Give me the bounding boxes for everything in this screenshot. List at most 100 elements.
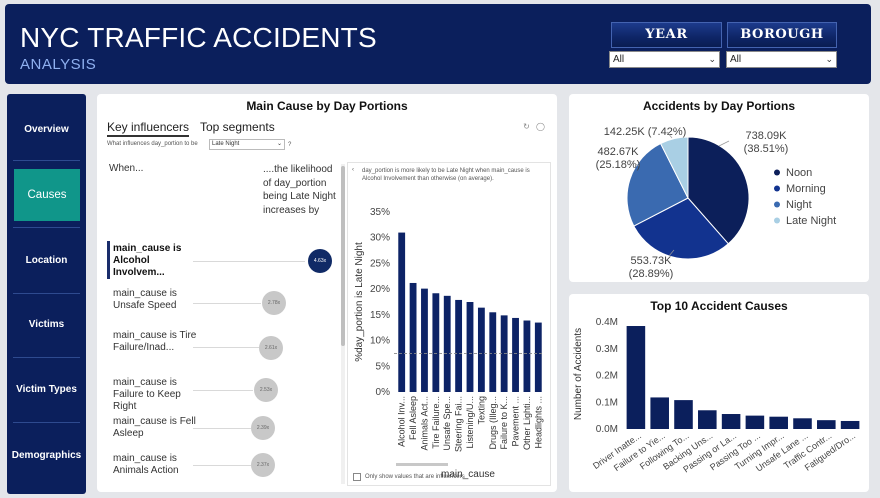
legend-label: Night [786, 199, 812, 211]
x-tick-label: Texting [476, 396, 486, 425]
day-portion-dropdown[interactable]: Late Night ⌄ [209, 139, 285, 150]
legend-marker [774, 185, 780, 192]
influencer-bubble-failure-keep-right[interactable]: 2.53x [254, 378, 278, 402]
y-tick-label: 10% [370, 336, 390, 347]
column-header-likelihood: ....the likelihood of day_portion being … [263, 164, 336, 216]
year-filter-value: All [613, 54, 625, 65]
detail-description: day_portion is more likely to be Late Ni… [362, 168, 530, 182]
pie-data-label: 142.25K (7.42%) [604, 126, 687, 138]
top-causes-card: Top 10 Accident Causes 0.4M 0.3M 0.2M 0.1M 0… [569, 294, 869, 492]
y-tick-label: 35% [370, 207, 390, 218]
influencer-bubble-tire-failure[interactable]: 2.61x [259, 336, 283, 360]
x-tick-label: Headlights ... [533, 396, 543, 449]
bar [466, 302, 474, 392]
influencer-item-tire-failure[interactable]: main_cause is Tire Failure/Inad... [113, 330, 197, 353]
influencers-only-checkbox[interactable] [353, 473, 361, 481]
x-tick-label: Drugs (Illeg... [488, 396, 498, 450]
year-filter-dropdown[interactable]: All ⌄ [609, 51, 720, 68]
y-tick-label: 0.2M [596, 371, 618, 382]
year-filter-label: YEAR [611, 22, 722, 48]
influencer-bubble-unsafe-speed[interactable]: 2.78x [262, 291, 286, 315]
pie-chart-title: Accidents by Day Portions [642, 99, 796, 113]
bar [650, 397, 669, 429]
day-portions-pie-chart: 738.09K(38.51%) 553.73K(28.89%) 482.67K(25… [596, 126, 836, 280]
y-tick-label: 25% [370, 258, 390, 269]
influencer-detail-panel: ‹ day_portion is more likely to be Late … [347, 162, 551, 486]
back-arrow-icon[interactable]: ‹ [352, 167, 354, 173]
x-tick-label: Alcohol Inv... [397, 396, 407, 447]
y-tick-label: 30% [370, 233, 390, 244]
pie-data-label: 482.67K [598, 146, 640, 158]
x-tick-label: Failure to K... [499, 396, 509, 450]
pie-data-label: 553.73K [631, 255, 673, 267]
feedback-icons[interactable]: ↻ ◯ [523, 122, 547, 131]
selected-indicator [107, 241, 110, 279]
bar [626, 326, 646, 429]
x-tick-label: Listening/U... [465, 396, 475, 449]
bar [432, 293, 440, 392]
y-axis-title: %day_portion is Late Night [354, 242, 365, 362]
x-tick-label: Other Lighti... [522, 396, 532, 450]
nav-divider [13, 422, 80, 423]
influencer-connector [193, 261, 305, 262]
pie-percent-label: (28.89%) [629, 268, 674, 280]
influencer-item-unsafe-speed[interactable]: main_cause is Unsafe Speed [113, 288, 177, 311]
influencer-scrollbar-thumb[interactable] [341, 166, 345, 346]
legend-marker [774, 169, 780, 176]
chevron-down-icon: ⌄ [276, 141, 282, 147]
bar [793, 418, 812, 429]
pie-leader-line [628, 159, 640, 167]
help-icon[interactable]: ? [288, 142, 292, 148]
y-tick-label: 5% [376, 361, 391, 372]
y-tick-label: 20% [370, 284, 390, 295]
nav-item-causes[interactable]: Causes [14, 169, 80, 221]
nav-item-demographics[interactable]: Demographics [11, 450, 82, 461]
nav-item-victim-types[interactable]: Victim Types [16, 384, 77, 395]
influencer-item-alcohol[interactable]: main_cause is Alcohol Involvem... [113, 243, 182, 278]
influencer-connector [193, 347, 259, 348]
x-tick-label: Fell Asleep [408, 396, 418, 440]
influencer-connector [193, 428, 251, 429]
tab-top-segments[interactable]: Top segments [200, 120, 275, 134]
borough-filter-dropdown[interactable]: All ⌄ [726, 51, 837, 68]
late-night-percentage-chart: 35% 30% 25% 20% 15% 10% 5% 0% Alcohol Inv... Fell… [354, 207, 544, 480]
influencer-item-failure-keep-right[interactable]: main_cause is Failure to Keep Right [113, 377, 181, 412]
pie-percent-label: (38.51%) [744, 143, 789, 155]
influencer-item-animals-action[interactable]: main_cause is Animals Action [113, 453, 179, 476]
nav-divider [13, 357, 80, 358]
influencer-bubble-fell-asleep[interactable]: 2.39x [251, 416, 275, 440]
bar [477, 307, 485, 392]
chevron-down-icon: ⌄ [825, 54, 833, 64]
borough-filter-label: BOROUGH [727, 22, 837, 48]
x-tick-label: Animals Act... [419, 396, 429, 451]
bar [698, 410, 717, 429]
borough-filter-value: All [730, 54, 742, 65]
legend-label: Morning [786, 183, 826, 195]
nav-item-location[interactable]: Location [25, 255, 68, 266]
y-tick-label: 0.0M [596, 424, 618, 435]
tab-key-influencers[interactable]: Key influencers [107, 120, 190, 137]
influencer-bubble-animals-action[interactable]: 2.37x [251, 453, 275, 477]
bar [443, 295, 451, 392]
y-tick-label: 0.3M [596, 344, 618, 355]
nav-item-overview[interactable]: Overview [24, 124, 69, 135]
pie-leader-line [668, 249, 675, 257]
bar [674, 400, 693, 429]
key-influencers-card: Main Cause by Day Portions Key influence… [97, 94, 557, 492]
pie-slice [687, 136, 750, 245]
bar [745, 415, 765, 429]
bar [455, 299, 463, 392]
nav-item-victims[interactable]: Victims [28, 319, 65, 330]
influencer-item-fell-asleep[interactable]: main_cause is Fell Asleep [113, 416, 196, 439]
y-axis-title: Number of Accidents [573, 328, 584, 420]
influencer-connector [193, 303, 261, 304]
legend-marker [774, 217, 780, 224]
influencer-bubble-alcohol[interactable]: 4.63x [308, 249, 332, 273]
bar [421, 288, 428, 392]
pie-slice [659, 136, 689, 199]
nav-divider [13, 160, 80, 161]
sidebar-nav: Overview Causes Location Victims Victim … [7, 94, 86, 494]
y-tick-label: 0.1M [596, 397, 618, 408]
pie-slice [626, 142, 689, 227]
